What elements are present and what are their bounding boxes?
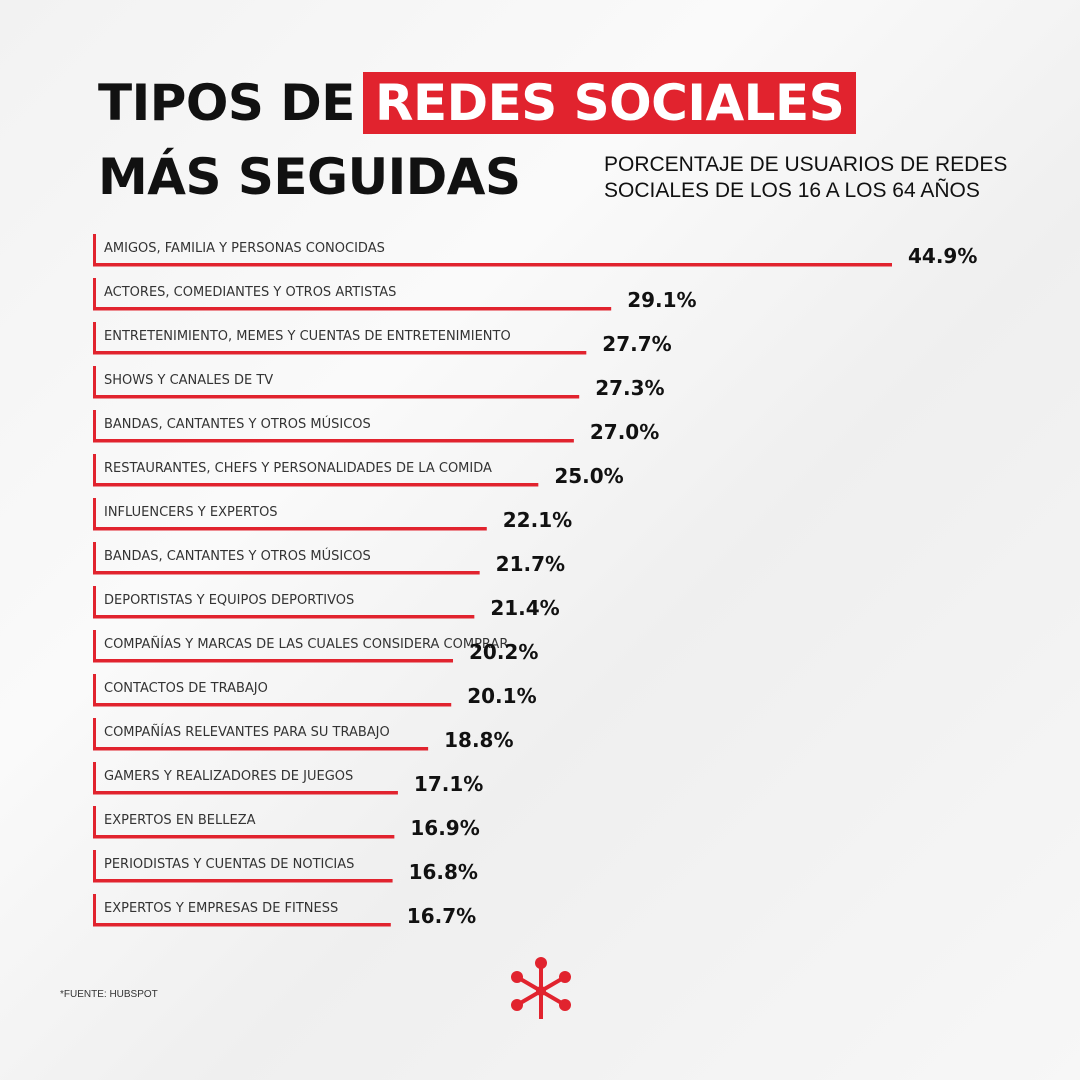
category-label: ENTRETENIMIENTO, MEMES Y CUENTAS DE ENTR…	[104, 329, 511, 344]
value-label: 20.2%	[469, 640, 538, 664]
bar	[93, 879, 393, 883]
category-label: COMPAÑÍAS Y MARCAS DE LAS CUALES CONSIDE…	[104, 636, 508, 652]
bar-left-edge	[93, 762, 96, 794]
bar-row: AMIGOS, FAMILIA Y PERSONAS CONOCIDAS 44.9…	[93, 234, 977, 268]
value-label: 18.8%	[444, 728, 513, 752]
bar	[93, 483, 539, 487]
bar-row: BANDAS, CANTANTES Y OTROS MÚSICOS 21.7%	[93, 542, 565, 576]
bar-row: COMPAÑÍAS RELEVANTES PARA SU TRABAJO 18.8…	[93, 718, 514, 752]
bar	[93, 395, 580, 399]
bar-row: ENTRETENIMIENTO, MEMES Y CUENTAS DE ENTR…	[93, 322, 672, 356]
bar	[93, 747, 429, 751]
title-plain: TIPOS DE	[98, 74, 355, 132]
category-label: ACTORES, COMEDIANTES Y OTROS ARTISTAS	[104, 285, 396, 300]
bar-left-edge	[93, 586, 96, 618]
bar	[93, 703, 452, 707]
category-label: INFLUENCERS Y EXPERTOS	[104, 505, 278, 520]
bar-left-edge	[93, 542, 96, 574]
bar-row: CONTACTOS DE TRABAJO 20.1%	[93, 674, 537, 708]
value-label: 25.0%	[554, 464, 623, 488]
category-label: COMPAÑÍAS RELEVANTES PARA SU TRABAJO	[104, 724, 390, 740]
value-label: 21.4%	[490, 596, 559, 620]
value-label: 27.7%	[602, 332, 671, 356]
bar-row: EXPERTOS EN BELLEZA 16.9%	[93, 806, 480, 840]
value-label: 29.1%	[627, 288, 696, 312]
title-line-1: TIPOS DE REDES SOCIALES	[98, 72, 857, 134]
bar-left-edge	[93, 454, 96, 486]
bar-row: DEPORTISTAS Y EQUIPOS DEPORTIVOS 21.4%	[93, 586, 560, 620]
value-label: 17.1%	[414, 772, 483, 796]
bar	[93, 351, 587, 355]
bar-row: RESTAURANTES, CHEFS Y PERSONALIDADES DE …	[93, 454, 624, 488]
source-note: *FUENTE: HUBSPOT	[60, 989, 158, 1000]
bar-left-edge	[93, 366, 96, 398]
category-label: DEPORTISTAS Y EQUIPOS DEPORTIVOS	[104, 593, 354, 608]
value-label: 16.7%	[407, 904, 476, 928]
value-label: 27.0%	[590, 420, 659, 444]
value-label: 27.3%	[595, 376, 664, 400]
bar-left-edge	[93, 278, 96, 310]
bar-left-edge	[93, 894, 96, 926]
category-label: GAMERS Y REALIZADORES DE JUEGOS	[104, 769, 353, 784]
bar-left-edge	[93, 630, 96, 662]
value-label: 44.9%	[908, 244, 977, 268]
bar-row: PERIODISTAS Y CUENTAS DE NOTICIAS 16.8%	[93, 850, 478, 884]
subtitle-line-2: SOCIALES DE LOS 16 A LOS 64 AÑOS	[604, 179, 980, 202]
bar-row: ACTORES, COMEDIANTES Y OTROS ARTISTAS 29.…	[93, 278, 697, 312]
category-label: EXPERTOS EN BELLEZA	[104, 813, 256, 828]
value-label: 22.1%	[503, 508, 572, 532]
bar	[93, 439, 574, 443]
category-label: BANDAS, CANTANTES Y OTROS MÚSICOS	[104, 548, 371, 564]
bar-row: BANDAS, CANTANTES Y OTROS MÚSICOS 27.0%	[93, 410, 659, 444]
bar	[93, 307, 612, 311]
bar	[93, 527, 487, 531]
bar	[93, 923, 391, 927]
bar-left-edge	[93, 674, 96, 706]
value-label: 21.7%	[496, 552, 565, 576]
category-label: RESTAURANTES, CHEFS Y PERSONALIDADES DE …	[104, 461, 492, 476]
bar	[93, 659, 454, 663]
bar-left-edge	[93, 410, 96, 442]
bar	[93, 571, 480, 575]
network-nodes-icon	[511, 957, 571, 1019]
bar-row: COMPAÑÍAS Y MARCAS DE LAS CUALES CONSIDE…	[93, 630, 538, 664]
category-label: CONTACTOS DE TRABAJO	[104, 681, 268, 696]
bar-row: SHOWS Y CANALES DE TV 27.3%	[93, 366, 665, 400]
bar	[93, 263, 892, 267]
bar	[93, 615, 475, 619]
bar-left-edge	[93, 806, 96, 838]
bar-row: INFLUENCERS Y EXPERTOS 22.1%	[93, 498, 572, 532]
bar	[93, 791, 398, 795]
bar-left-edge	[93, 498, 96, 530]
title-line-2: MÁS SEGUIDAS	[98, 148, 521, 206]
bar-chart: AMIGOS, FAMILIA Y PERSONAS CONOCIDAS 44.9…	[93, 234, 977, 928]
subtitle: PORCENTAJE DE USUARIOS DE REDES SOCIALES…	[604, 152, 1024, 204]
value-label: 20.1%	[467, 684, 536, 708]
value-label: 16.9%	[410, 816, 479, 840]
category-label: EXPERTOS Y EMPRESAS DE FITNESS	[104, 901, 338, 916]
category-label: PERIODISTAS Y CUENTAS DE NOTICIAS	[104, 857, 354, 872]
bar-left-edge	[93, 718, 96, 750]
bar-left-edge	[93, 850, 96, 882]
subtitle-line-1: PORCENTAJE DE USUARIOS DE REDES	[604, 153, 1008, 176]
category-label: SHOWS Y CANALES DE TV	[104, 373, 273, 388]
bar	[93, 835, 395, 839]
category-label: BANDAS, CANTANTES Y OTROS MÚSICOS	[104, 416, 371, 432]
category-label: AMIGOS, FAMILIA Y PERSONAS CONOCIDAS	[104, 241, 385, 256]
bar-row: EXPERTOS Y EMPRESAS DE FITNESS 16.7%	[93, 894, 476, 928]
bar-row: GAMERS Y REALIZADORES DE JUEGOS 17.1%	[93, 762, 483, 796]
title-highlight: REDES SOCIALES	[362, 72, 857, 134]
value-label: 16.8%	[409, 860, 478, 884]
bar-left-edge	[93, 322, 96, 354]
bar-left-edge	[93, 234, 96, 266]
